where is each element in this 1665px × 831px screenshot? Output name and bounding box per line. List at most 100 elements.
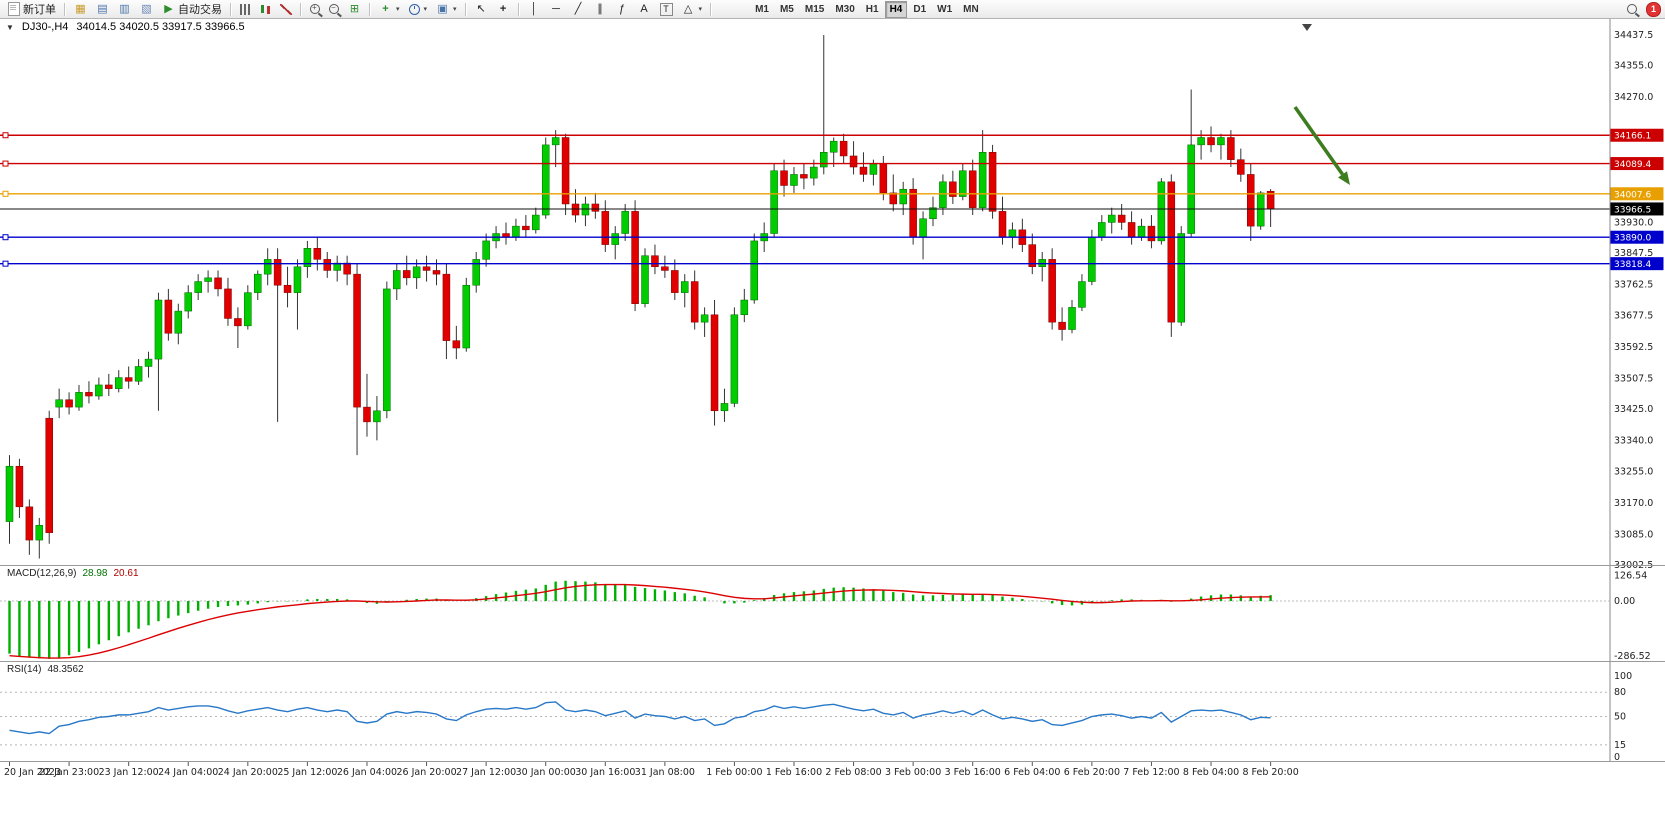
periods-button[interactable]: ▾	[405, 0, 432, 18]
chart-header: ▼ DJ30-,H4 34014.5 34020.5 33917.5 33966…	[6, 21, 245, 33]
svg-text:24 Jan 20:00: 24 Jan 20:00	[218, 767, 278, 778]
cursor-icon: ↖	[476, 2, 486, 15]
new-order-button[interactable]: 新订单	[4, 1, 60, 17]
main-chart-panel[interactable]	[0, 18, 1610, 565]
panel-divider-timeaxis[interactable]	[0, 761, 1665, 762]
price-label	[1610, 257, 1664, 271]
time-axis[interactable]	[0, 762, 1665, 786]
candle	[402, 270, 411, 279]
candle	[5, 465, 14, 522]
caret-down-icon: ▾	[423, 6, 428, 13]
crosshair-button[interactable]: +	[493, 0, 514, 18]
navigator-button[interactable]: ▧	[136, 0, 157, 18]
svg-text:15: 15	[1614, 740, 1626, 751]
shapes-button[interactable]: △ ▾	[678, 0, 707, 18]
svg-text:27 Jan 12:00: 27 Jan 12:00	[456, 767, 516, 778]
candle	[1068, 307, 1076, 330]
candle	[978, 152, 987, 208]
zoom-out-button[interactable]: −	[325, 0, 343, 18]
fibonacci-icon: ƒ	[618, 2, 626, 15]
templates-button[interactable]: ▣ ▾	[432, 0, 461, 18]
candle	[690, 281, 699, 323]
profiles-button[interactable]: ▦	[70, 0, 91, 18]
svg-text:6 Feb 20:00: 6 Feb 20:00	[1064, 767, 1120, 778]
timeframe-mn-button[interactable]: MN	[963, 3, 979, 15]
channel-button[interactable]: ∥	[590, 0, 611, 18]
rsi-panel[interactable]	[0, 662, 1610, 761]
tile-windows-button[interactable]: ⊞	[344, 0, 365, 18]
svg-text:0: 0	[1614, 752, 1620, 763]
candle	[601, 211, 610, 245]
candle	[859, 166, 868, 175]
notification-badge[interactable]: 1	[1646, 1, 1661, 17]
market-watch-button[interactable]: ▤	[92, 0, 113, 18]
timeframe-m1-button[interactable]: M1	[755, 3, 769, 15]
autotrading-button[interactable]: ▶ 自动交易	[158, 1, 226, 17]
svg-text:26 Jan 04:00: 26 Jan 04:00	[337, 767, 397, 778]
candle	[144, 358, 153, 367]
candle	[740, 299, 749, 316]
price-label	[1610, 202, 1664, 216]
svg-text:7 Feb 12:00: 7 Feb 12:00	[1123, 767, 1179, 778]
candle	[412, 266, 421, 279]
price-axis[interactable]	[1610, 18, 1665, 761]
svg-text:50: 50	[1614, 712, 1626, 723]
data-window-button[interactable]: ▥	[114, 0, 135, 18]
macd-panel[interactable]	[0, 566, 1610, 661]
text-tool-button[interactable]: A	[634, 0, 655, 18]
panel-div-rsi[interactable]	[0, 661, 1665, 662]
candle	[1048, 259, 1056, 323]
svg-text:22 Jan 23:00: 22 Jan 23:00	[39, 767, 99, 778]
macd-signal-value: 20.61	[113, 568, 139, 579]
candle	[661, 266, 669, 271]
candle	[551, 137, 560, 146]
fibonacci-button[interactable]: ƒ	[612, 0, 633, 18]
candle	[204, 277, 212, 282]
candle	[770, 170, 778, 234]
candle	[680, 281, 689, 293]
candle	[730, 314, 739, 404]
shapes-icon: △	[683, 2, 693, 15]
caret-down-icon: ▾	[396, 6, 400, 13]
candle	[134, 366, 143, 382]
timeframe-group: M1 M5 M15 M30 H1 H4 D1 W1 MN	[750, 0, 984, 18]
svg-text:100: 100	[1614, 671, 1632, 682]
line-chart-icon	[280, 3, 292, 15]
line-chart-button[interactable]	[276, 0, 296, 18]
panel-divider-macd[interactable]	[0, 565, 1665, 566]
candle	[35, 525, 44, 541]
trendline-button[interactable]: ╱	[568, 0, 589, 18]
horizontal-line-button[interactable]: ─	[546, 0, 567, 18]
indicators-button[interactable]: + ▾	[375, 0, 404, 18]
svg-text:34437.5: 34437.5	[1614, 30, 1653, 41]
cursor-button[interactable]: ↖	[471, 0, 492, 18]
indicators-icon: +	[382, 2, 389, 15]
timeframe-m15-button[interactable]: M15	[804, 3, 825, 15]
rsi-value: 48.3562	[47, 664, 84, 675]
timeframe-m5-button[interactable]: M5	[779, 3, 794, 15]
timeframe-h1-button[interactable]: H1	[865, 3, 879, 15]
bar-chart-button[interactable]	[236, 0, 255, 18]
svg-text:34270.0: 34270.0	[1614, 92, 1653, 103]
candle	[65, 399, 73, 408]
candlestick-chart-button[interactable]	[256, 0, 275, 18]
candle	[353, 273, 361, 408]
timeframe-h4-button[interactable]: H4	[884, 0, 908, 18]
zoom-in-button[interactable]: +	[306, 0, 324, 18]
timeframe-d1-button[interactable]: D1	[913, 3, 927, 15]
candle	[1227, 137, 1235, 160]
label-tool-button[interactable]: T	[656, 0, 677, 18]
candle	[790, 174, 798, 186]
toolbar-separator	[517, 2, 520, 16]
arrow-annotation	[1293, 105, 1344, 176]
vertical-line-button[interactable]: │	[524, 0, 545, 18]
search-button[interactable]	[1623, 0, 1641, 18]
timeframe-m30-button[interactable]: M30	[835, 3, 855, 15]
candle	[800, 174, 808, 179]
candle	[273, 259, 282, 286]
candle	[174, 310, 183, 334]
timeframe-w1-button[interactable]: W1	[937, 3, 953, 15]
chart-expander-icon[interactable]: ▼	[6, 22, 14, 32]
toolbar-separator	[710, 2, 713, 16]
